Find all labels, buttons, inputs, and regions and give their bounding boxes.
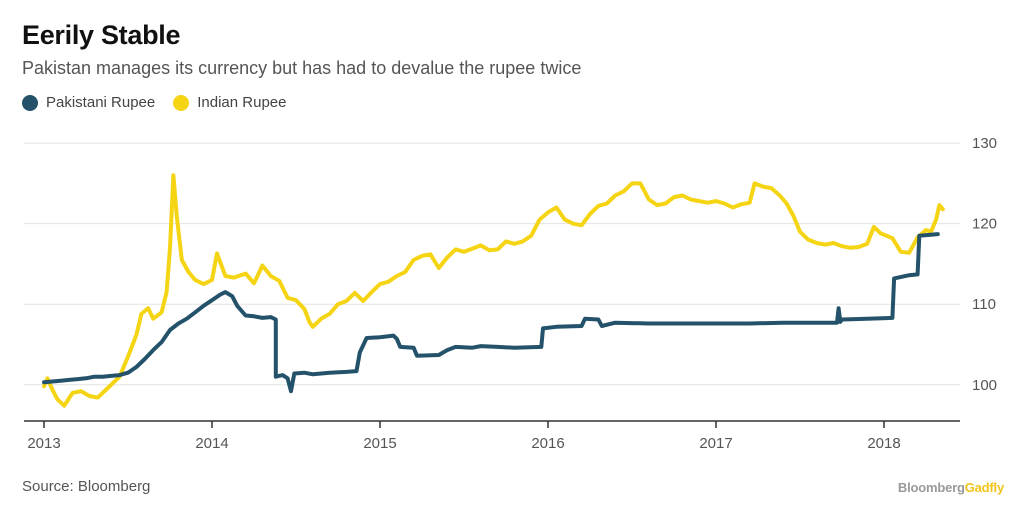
x-tick-label: 2015 [363, 435, 396, 452]
y-tick-label: 110 [972, 296, 996, 313]
line-chart: 100 110 120 130 2013 2014 2015 2016 2017 2018 [24, 135, 997, 452]
legend-label-pkr: Pakistani Rupee [46, 94, 156, 111]
x-tick-label: 2016 [531, 435, 564, 452]
series-line-inr [42, 173, 945, 408]
y-tick-label: 130 [972, 135, 997, 152]
legend-label-inr: Indian Rupee [197, 94, 287, 111]
source-note: Source: Bloomberg [22, 478, 151, 495]
legend: Pakistani Rupee Indian Rupee [22, 94, 304, 111]
legend-swatch-inr [173, 94, 190, 111]
legend-swatch-pkr [22, 94, 38, 111]
series-line-pkr [42, 232, 940, 394]
x-tick-label: 2014 [195, 435, 228, 452]
chart-title: Eerily Stable [22, 20, 181, 50]
gridlines [24, 142, 960, 386]
brand-logo: BloombergGadfly [897, 480, 1004, 495]
y-axis: 100 110 120 130 [972, 135, 997, 394]
legend-item-pkr: Pakistani Rupee [22, 94, 155, 111]
x-axis [24, 420, 960, 428]
x-tick-label: 2017 [699, 435, 732, 452]
chart-subtitle: Pakistan manages its currency but has ha… [22, 58, 582, 78]
series-lines [42, 173, 945, 408]
x-tick-labels: 2013 2014 2015 2016 2017 2018 [27, 435, 900, 452]
x-tick-label: 2018 [867, 435, 900, 452]
legend-item-inr: Indian Rupee [173, 94, 286, 111]
x-tick-label: 2013 [27, 435, 60, 452]
y-tick-label: 120 [972, 216, 997, 233]
y-tick-label: 100 [972, 377, 997, 394]
